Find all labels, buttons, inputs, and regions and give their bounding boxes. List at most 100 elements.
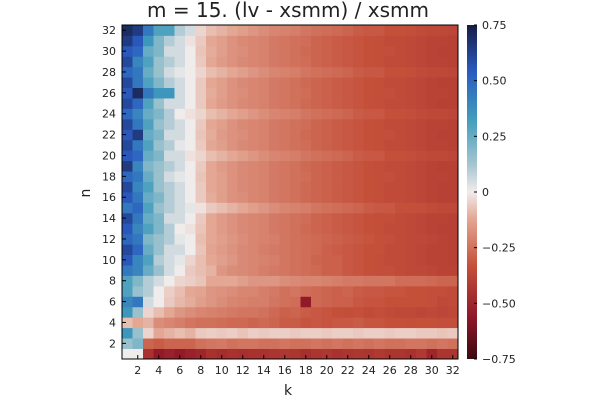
heatmap-cell xyxy=(290,244,301,256)
heatmap-cell xyxy=(269,87,280,99)
heatmap-cell xyxy=(164,77,175,89)
heatmap-cell xyxy=(342,98,354,109)
heatmap-cell xyxy=(405,285,417,297)
heatmap-cell xyxy=(269,285,280,297)
heatmap-cell xyxy=(143,275,154,287)
heatmap-cell xyxy=(132,25,144,36)
heatmap-cell xyxy=(153,202,165,214)
heatmap-cell xyxy=(426,233,438,245)
heatmap-cell xyxy=(185,56,196,68)
heatmap-cell xyxy=(258,171,270,182)
y-tick-label: 20 xyxy=(102,149,116,162)
heatmap-cell xyxy=(164,192,175,203)
heatmap-cell xyxy=(363,244,375,256)
heatmap-cell xyxy=(195,265,207,276)
heatmap-cell xyxy=(269,56,280,68)
heatmap-cell xyxy=(279,77,291,89)
heatmap-cell xyxy=(185,348,196,360)
heatmap-cell xyxy=(206,296,217,308)
heatmap-cell xyxy=(258,150,270,162)
heatmap-cell xyxy=(332,150,343,162)
heatmap-cell xyxy=(153,254,165,266)
heatmap-cell xyxy=(185,160,196,172)
heatmap-cell xyxy=(416,56,427,68)
heatmap-cell xyxy=(321,160,333,172)
heatmap-cell xyxy=(237,348,249,360)
heatmap-cell xyxy=(122,35,133,47)
heatmap-cell xyxy=(426,160,438,172)
heatmap-cell xyxy=(374,181,385,193)
heatmap-cell xyxy=(395,338,406,349)
heatmap-cell xyxy=(237,181,249,193)
heatmap-cell xyxy=(227,275,238,287)
heatmap-cell xyxy=(174,56,186,68)
heatmap-cell xyxy=(405,254,417,266)
heatmap-cell xyxy=(143,98,154,109)
heatmap-cell xyxy=(300,98,312,109)
heatmap-cell xyxy=(374,338,385,349)
heatmap-cell xyxy=(437,327,448,339)
heatmap-cell xyxy=(195,244,207,256)
heatmap-cell xyxy=(164,129,175,141)
heatmap-cell xyxy=(405,233,417,245)
heatmap-cell xyxy=(237,192,249,203)
y-tick-label: 12 xyxy=(102,233,116,246)
heatmap-cell xyxy=(195,150,207,162)
heatmap-cell xyxy=(216,223,228,235)
heatmap-cell xyxy=(290,129,301,141)
heatmap-cell xyxy=(174,171,186,182)
heatmap-cell xyxy=(143,77,154,89)
heatmap-cell xyxy=(447,150,459,162)
heatmap-cell xyxy=(405,171,417,182)
heatmap-cell xyxy=(279,296,291,308)
heatmap-cell xyxy=(363,56,375,68)
heatmap-cell xyxy=(384,327,396,339)
heatmap-cell xyxy=(290,171,301,182)
heatmap-cell xyxy=(311,98,322,109)
heatmap-cell xyxy=(174,45,186,57)
heatmap-cell xyxy=(321,254,333,266)
heatmap-cell xyxy=(216,98,228,109)
heatmap-cell xyxy=(153,233,165,245)
heatmap-cell xyxy=(374,254,385,266)
heatmap-cell xyxy=(216,275,228,287)
heatmap-cell xyxy=(269,233,280,245)
heatmap-cell xyxy=(384,171,396,182)
heatmap-cell xyxy=(374,192,385,203)
heatmap-cell xyxy=(384,77,396,89)
heatmap-cell xyxy=(300,254,312,266)
heatmap-cell xyxy=(300,338,312,349)
x-tick-label: 12 xyxy=(236,364,250,377)
heatmap-cell xyxy=(216,129,228,141)
heatmap-cell xyxy=(374,66,385,78)
heatmap-cell xyxy=(216,327,228,339)
heatmap-cell xyxy=(248,139,259,151)
colorbar-tick-label: 0.75 xyxy=(482,19,507,32)
heatmap-cell xyxy=(227,192,238,203)
heatmap-cell xyxy=(311,108,322,120)
heatmap-cell xyxy=(185,129,196,141)
heatmap-cell xyxy=(384,118,396,130)
heatmap-cell xyxy=(300,327,312,339)
heatmap-cell xyxy=(174,35,186,47)
heatmap-cell xyxy=(195,77,207,89)
heatmap-cell xyxy=(300,296,312,308)
heatmap-cell xyxy=(426,129,438,141)
heatmap-cell xyxy=(279,306,291,318)
heatmap-cell xyxy=(206,181,217,193)
heatmap-cell xyxy=(426,275,438,287)
heatmap-cell xyxy=(132,285,144,297)
heatmap-cell xyxy=(185,244,196,256)
heatmap-cell xyxy=(279,98,291,109)
heatmap-cell xyxy=(269,306,280,318)
heatmap-cell xyxy=(353,160,364,172)
y-tick-label: 22 xyxy=(102,129,116,142)
heatmap-cell xyxy=(174,338,186,349)
heatmap-cell xyxy=(122,285,133,297)
heatmap-cell xyxy=(153,77,165,89)
heatmap-cell xyxy=(248,108,259,120)
heatmap-cell xyxy=(164,317,175,329)
heatmap-cell xyxy=(321,212,333,224)
heatmap-cell xyxy=(279,25,291,36)
heatmap-cell xyxy=(269,275,280,287)
